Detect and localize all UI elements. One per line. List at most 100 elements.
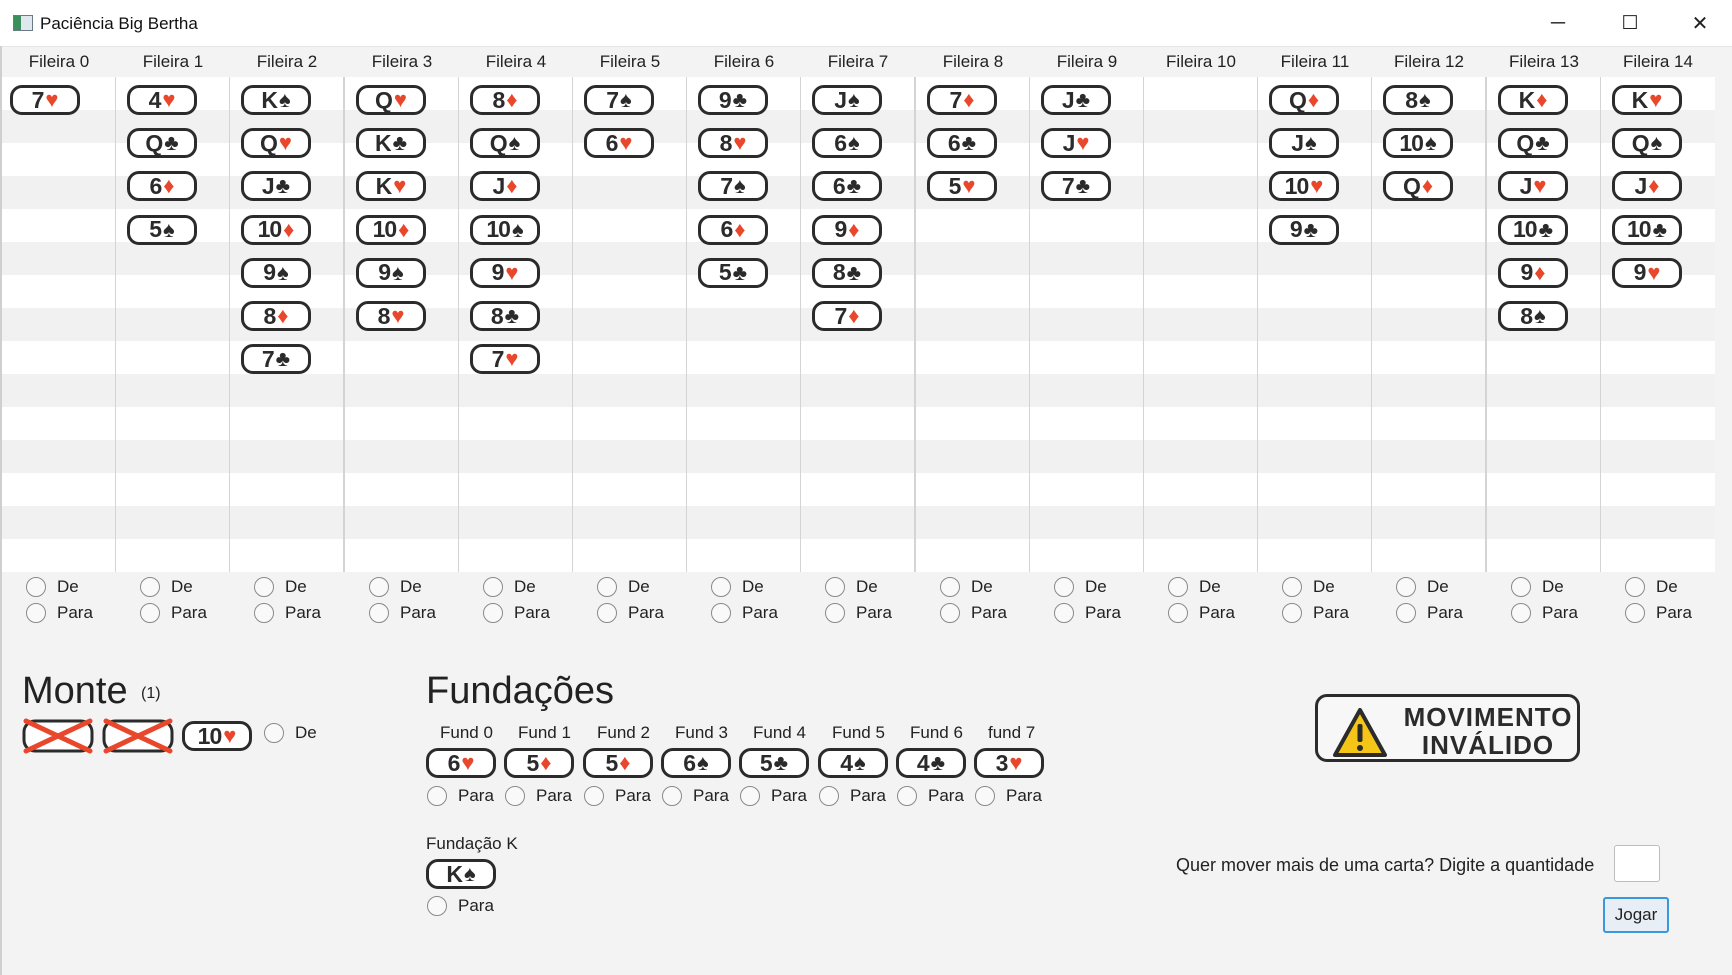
column-header: Fileira 10 [1166,52,1236,71]
card-suit-icon: ♦ [277,303,289,328]
tableau-column[interactable] [573,77,687,572]
column-to-radio[interactable] [26,603,46,623]
column-from-radio[interactable] [483,577,503,597]
empty-stock-pile-icon [102,718,174,754]
stock-from-label: De [295,723,317,742]
card-rank: Q [1288,86,1307,113]
empty-stock-pile-icon [22,718,94,754]
card-suit-icon: ♥ [393,173,407,199]
tableau-column[interactable] [1258,77,1372,572]
column-from-radio[interactable] [1054,577,1074,597]
tableau-card: 8 ♣ [812,257,882,288]
tableau-column[interactable] [116,77,230,572]
column-to-radio[interactable] [483,603,503,623]
foundation-to-radio[interactable] [427,786,447,806]
card-suit-icon: ♥ [45,87,59,112]
column-to-radio[interactable] [369,603,389,623]
column-to-radio[interactable] [1396,603,1416,623]
king-foundation-to-radio[interactable] [427,896,447,916]
tableau-card: K ♠ [241,85,311,115]
card-suit-icon: ♣ [930,750,946,775]
column-from-radio[interactable] [597,577,617,597]
card-suit-icon: ♥ [962,173,976,199]
card-suit-icon: ♠ [463,861,476,886]
card-rank: 10 [1284,172,1310,199]
column-to-radio[interactable] [140,603,160,623]
minimize-button[interactable]: ─ [1550,11,1566,34]
tableau-column[interactable] [1372,77,1486,572]
card-suit-icon: ♦ [506,173,518,199]
foundation-to-radio[interactable] [584,786,604,806]
close-button[interactable]: ✕ [1691,12,1709,35]
column-header: Fileira 8 [942,52,1004,71]
tableau-column[interactable] [1601,77,1715,572]
column-to-label: Para [1542,603,1578,622]
column-from-label: De [1085,577,1107,596]
column-to-radio[interactable] [711,603,731,623]
move-quantity-input[interactable] [1614,845,1660,882]
column-to-radio[interactable] [825,603,845,623]
card-rank: Q [1516,129,1534,156]
column-from-radio[interactable] [711,577,731,597]
column-from-radio[interactable] [254,577,274,597]
tableau-card: 8 ♥ [356,301,426,331]
card-suit-icon: ♣ [961,130,977,156]
card-rank: 10 [1626,216,1652,243]
tableau-column[interactable] [916,77,1030,572]
column-from-radio[interactable] [140,577,160,597]
column-to-radio[interactable] [1282,603,1302,623]
maximize-button[interactable]: ☐ [1621,12,1639,34]
column-to-radio[interactable] [940,603,960,623]
card-rank: Q [145,129,163,156]
tableau-column[interactable] [1030,77,1144,572]
column-from-radio[interactable] [369,577,389,597]
card-suit-icon: ♠ [1305,130,1317,156]
column-from-radio[interactable] [26,577,46,597]
tableau-card: 9 ♥ [1612,257,1682,288]
column-from-radio[interactable] [1282,577,1302,597]
foundation-to-radio[interactable] [975,786,995,806]
column-to-radio[interactable] [597,603,617,623]
column-from-radio[interactable] [1396,577,1416,597]
card-suit-icon: ♦ [619,750,631,775]
foundation-to-radio[interactable] [662,786,682,806]
tableau-column[interactable] [687,77,801,572]
column-to-radio[interactable] [1054,603,1074,623]
card-suit-icon: ♠ [277,259,289,285]
invalid-move-banner: MOVIMENTO INVÁLIDO [1315,694,1580,762]
card-suit-icon: ♠ [848,130,860,156]
tableau-card: 6 ♣ [812,171,882,202]
tableau-card: Q ♠ [470,128,540,159]
column-header: Fileira 3 [371,52,433,71]
card-suit-icon: ♠ [278,87,291,112]
column-from-radio[interactable] [940,577,960,597]
stock-from-radio[interactable] [264,723,284,743]
card-rank: 9 [834,216,847,243]
card-rank: Q [375,86,393,113]
column-to-label: Para [171,603,207,622]
column-to-radio[interactable] [254,603,274,623]
column-from-radio[interactable] [1511,577,1531,597]
tableau-column[interactable] [1144,77,1258,572]
card-suit-icon: ♥ [278,130,292,156]
tableau-card: J ♠ [1269,128,1339,159]
column-from-label: De [971,577,993,596]
column-to-radio[interactable] [1625,603,1645,623]
card-rank: J [1291,129,1304,156]
column-from-radio[interactable] [1168,577,1188,597]
column-to-radio[interactable] [1168,603,1188,623]
tableau-column[interactable] [2,77,116,572]
foundation-to-radio[interactable] [505,786,525,806]
column-from-radio[interactable] [1625,577,1645,597]
play-button[interactable]: Jogar [1603,897,1669,933]
card-suit-icon: ♦ [1648,173,1660,199]
foundation-to-radio[interactable] [819,786,839,806]
column-from-radio[interactable] [825,577,845,597]
tableau-card: 10 ♣ [1612,214,1682,245]
foundation-card: 3 ♥ [974,748,1044,778]
column-to-radio[interactable] [1511,603,1531,623]
foundation-to-radio[interactable] [897,786,917,806]
foundation-to-radio[interactable] [740,786,760,806]
card-rank: 4 [916,749,930,776]
card-rank: 10 [1399,129,1424,156]
